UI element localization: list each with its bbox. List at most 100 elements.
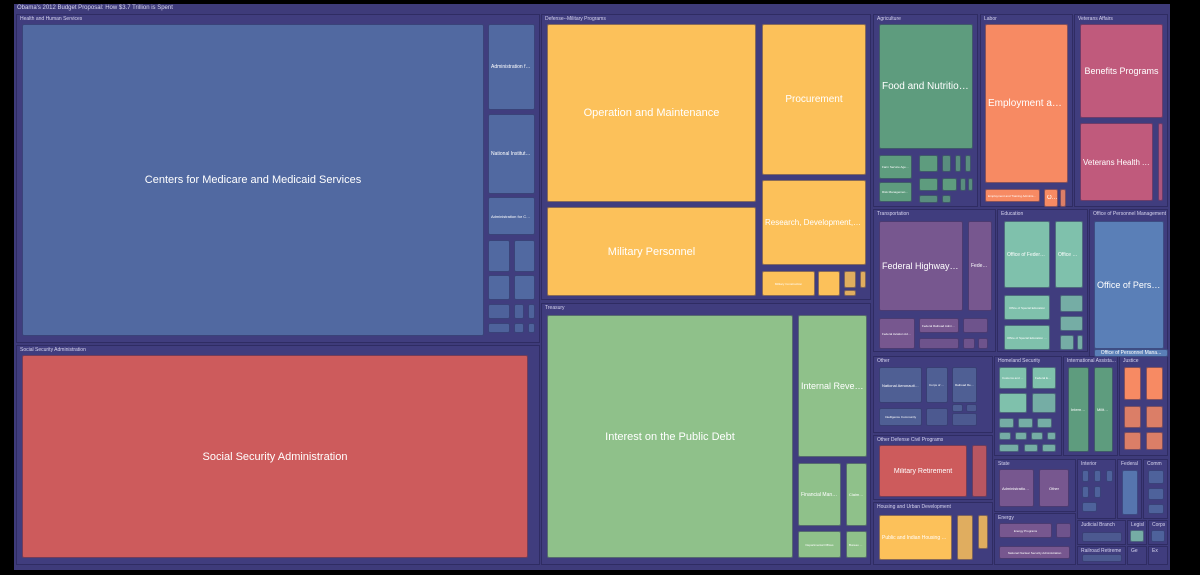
tile-military-construction[interactable]: Military Construction	[762, 271, 815, 296]
tile-broadcast-board[interactable]	[952, 404, 963, 412]
tile-office-of-special-education[interactable]: Office of Special Education	[1004, 295, 1050, 320]
tile-internal-revenue[interactable]: Internal Revenue...	[798, 315, 867, 457]
tile-minor-justice[interactable]	[1146, 432, 1163, 450]
tile-office-of-special-education-and-r[interactable]: Office of Special Education and R...	[1004, 325, 1050, 350]
tile-administration-for-childre[interactable]: Administration for Childre...	[488, 197, 535, 235]
tile-veterans-health-admini[interactable]: Veterans Health Admini...	[1080, 123, 1153, 201]
tile-minor-agriculture[interactable]	[942, 155, 951, 172]
tile-administration-of-foreign-aff[interactable]: Administration of Foreign Aff...	[999, 469, 1034, 507]
tile-minor-homeland-security[interactable]	[1015, 432, 1027, 440]
tile-minor-justice[interactable]	[1124, 432, 1141, 450]
tile-rural-development[interactable]	[942, 178, 957, 191]
tile-centers-for-medicare-and-medicaid-services[interactable]: Centers for Medicare and Medicaid Servic…	[22, 24, 484, 336]
tile-fbi[interactable]	[1124, 367, 1141, 400]
tile-minor-homeland-security[interactable]	[1024, 444, 1038, 452]
tile-minor-federal[interactable]	[1122, 470, 1138, 515]
tile-minor-homeland-security[interactable]	[1047, 432, 1056, 440]
tile-minor-other[interactable]	[966, 404, 977, 412]
tile-substance-abuse[interactable]	[514, 275, 535, 300]
tile-minor-education[interactable]	[1060, 295, 1083, 312]
tile-centers-for-disease[interactable]	[488, 240, 510, 272]
tile-minor-energy[interactable]	[1056, 523, 1071, 538]
tile-research-development-tes[interactable]: Research, Development, Tes...	[762, 180, 866, 265]
tile-bureau-of-the-public-debt[interactable]: Bureau of the Public Debt	[846, 531, 867, 558]
tile-transportation-security[interactable]	[999, 393, 1027, 413]
tile-minor-interior[interactable]	[1094, 470, 1101, 482]
tile-federal-prisons[interactable]	[1146, 367, 1163, 400]
tile-minor-housing-and-urban-development[interactable]	[978, 515, 988, 549]
tile-administration-fo[interactable]: Administration fo...	[488, 24, 535, 110]
tile-military-retirement[interactable]: Military Retirement	[879, 445, 967, 497]
tile-minor-defense-military-programs[interactable]	[844, 290, 856, 296]
tile-minor-homeland-security[interactable]	[999, 432, 1011, 440]
tile-office-of-federal-s[interactable]: Office of Federal S...	[1004, 221, 1050, 288]
tile-national-aeronautics-and-s[interactable]: National Aeronautics and S...	[879, 367, 922, 403]
tile-minor-health-and-human-services[interactable]	[514, 304, 524, 319]
tile-health-resources[interactable]	[514, 240, 535, 272]
tile-benefits-programs[interactable]: Benefits Programs	[1080, 24, 1163, 118]
tile-minor-judicial-branch[interactable]	[1082, 532, 1122, 542]
tile-minor-other-defense-civil-programs[interactable]	[972, 445, 987, 497]
tile-minor-health-and-human-services[interactable]	[528, 323, 535, 333]
tile-railroad-retirement-board[interactable]: Railroad Retirement Board	[952, 367, 977, 403]
tile-minor-housing-and-urban-development[interactable]	[957, 515, 973, 560]
tile-minor-defense-military-programs[interactable]	[844, 271, 856, 288]
tile-minor-other[interactable]	[926, 408, 948, 426]
tile-federal-railroad-administration[interactable]: Federal Railroad Administration	[919, 318, 959, 333]
tile-minor-agriculture[interactable]	[965, 155, 971, 172]
tile-minor-comm[interactable]	[1148, 470, 1164, 484]
tile-other[interactable]: Other	[1039, 469, 1069, 507]
tile-minor-justice[interactable]	[1124, 406, 1141, 428]
tile-military-personnel[interactable]: Military Personnel	[547, 207, 756, 296]
tile-risk-management-agency[interactable]: Risk Management Agency	[879, 182, 912, 202]
tile-indian-health[interactable]	[488, 275, 510, 300]
tile-minor-interior[interactable]	[1082, 470, 1089, 482]
tile-minor-interior[interactable]	[1082, 486, 1089, 498]
tile-minor-transportation[interactable]	[919, 338, 959, 349]
tile-customs-and-border-pr[interactable]: Customs and Border Pr...	[999, 367, 1027, 389]
tile-minor-agriculture[interactable]	[968, 178, 973, 191]
tile-operation-and-maintenance[interactable]: Operation and Maintenance	[547, 24, 756, 202]
tile-international[interactable]: International...	[1068, 367, 1089, 452]
tile-office-of-personnel-mana[interactable]: Office of Personnel Mana...	[1094, 349, 1168, 357]
tile-minor-legisl[interactable]	[1130, 530, 1144, 542]
tile-minor-homeland-security[interactable]	[1032, 393, 1056, 413]
tile-minor-education[interactable]	[1077, 335, 1083, 350]
tile-minor-education[interactable]	[1060, 335, 1074, 350]
tile-minor-veterans-affairs[interactable]	[1158, 123, 1163, 201]
tile-military-assist[interactable]: Military Assist...	[1094, 367, 1113, 452]
tile-minor-health-and-human-services[interactable]	[488, 304, 510, 319]
tile-employment-and-training-administration[interactable]: Employment and Training Administration	[985, 189, 1040, 202]
tile-minor-homeland-security[interactable]	[999, 444, 1019, 452]
tile-departmental-offices[interactable]: Departmental Offices	[798, 531, 841, 558]
tile-forest-service[interactable]	[919, 155, 938, 172]
tile-minor-homeland-security[interactable]	[1042, 444, 1056, 452]
tile-federal-highway-adminis[interactable]: Federal Highway Adminis...	[879, 221, 963, 311]
tile-interest-on-the-public-debt[interactable]: Interest on the Public Debt	[547, 315, 793, 558]
tile-national-institute[interactable]: National Institute...	[488, 114, 535, 194]
tile-minor-agriculture[interactable]	[919, 195, 938, 203]
tile-food-and-nutrition-se[interactable]: Food and Nutrition Se...	[879, 24, 973, 149]
tile-minor-transportation[interactable]	[978, 338, 988, 349]
tile-public-and-indian-housing-programs[interactable]: Public and Indian Housing Programs	[879, 515, 952, 560]
tile-minor-interior[interactable]	[1106, 470, 1113, 482]
tile-minor-interior[interactable]	[1094, 486, 1101, 498]
tile-minor-comm[interactable]	[1148, 504, 1164, 514]
tile-minor-corps[interactable]	[1151, 530, 1165, 542]
tile-family-housing[interactable]	[818, 271, 840, 296]
tile-minor-health-and-human-services[interactable]	[528, 304, 535, 319]
tile-natural-resources[interactable]	[919, 178, 938, 191]
tile-energy-programs[interactable]: Energy Programs	[999, 523, 1052, 538]
tile-federal-aviation-administration[interactable]: Federal Aviation Administration	[879, 318, 915, 349]
tile-minor-agriculture[interactable]	[942, 195, 951, 203]
tile-minor-agriculture[interactable]	[955, 155, 961, 172]
tile-procurement[interactable]: Procurement	[762, 24, 866, 175]
tile-minor-railroad-retireme[interactable]	[1082, 554, 1122, 562]
tile-minor-interior[interactable]	[1082, 502, 1097, 512]
tile-federal-emergency-ma[interactable]: Federal Emergency Ma...	[1032, 367, 1056, 389]
tile-farm-service-agency[interactable]: Farm Service Agency	[879, 155, 912, 179]
tile-minor-homeland-security[interactable]	[1031, 432, 1043, 440]
tile-federal-tra[interactable]: Federal Tra...	[968, 221, 992, 311]
tile-minor-transportation[interactable]	[963, 318, 988, 333]
tile-minor-other[interactable]	[952, 413, 977, 426]
